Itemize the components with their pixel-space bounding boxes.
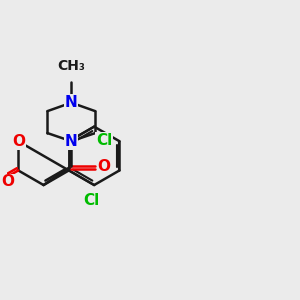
Text: Cl: Cl: [84, 193, 100, 208]
Text: N: N: [65, 134, 78, 149]
Text: O: O: [12, 134, 26, 149]
Text: N: N: [65, 95, 78, 110]
Text: CH₃: CH₃: [57, 59, 85, 74]
Text: Cl: Cl: [96, 133, 112, 148]
Text: O: O: [98, 159, 110, 174]
Text: O: O: [1, 174, 14, 189]
